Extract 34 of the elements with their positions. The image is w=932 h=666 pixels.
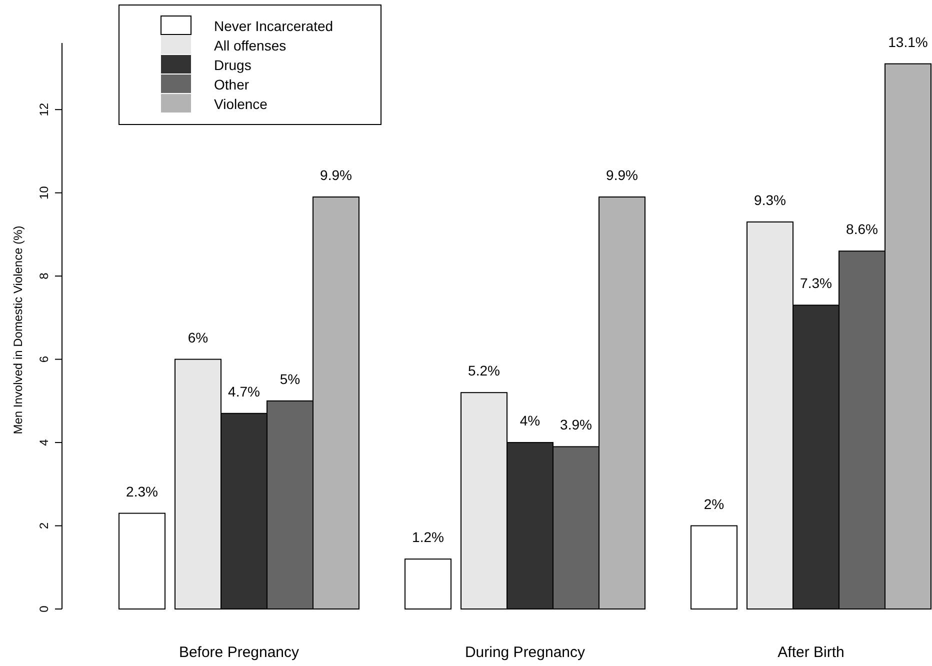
legend-label: All offenses bbox=[214, 37, 286, 54]
data-label: 5% bbox=[280, 370, 300, 387]
data-label: 13.1% bbox=[888, 34, 928, 50]
data-label: 9.9% bbox=[606, 166, 638, 183]
data-label: 4.7% bbox=[228, 383, 260, 400]
y-tick-label: 2 bbox=[37, 522, 51, 530]
data-label: 9.9% bbox=[320, 166, 352, 183]
y-tick-label: 12 bbox=[37, 102, 51, 116]
y-tick-label: 8 bbox=[37, 272, 51, 280]
y-tick-label: 10 bbox=[37, 186, 51, 200]
y-tick-label: 6 bbox=[37, 356, 51, 363]
legend-label: Never Incarcerated bbox=[214, 18, 334, 34]
y-tick-label: 4 bbox=[37, 438, 51, 446]
data-label: 5.2% bbox=[468, 362, 500, 379]
data-label: 2% bbox=[704, 496, 724, 512]
data-label: 7.3% bbox=[800, 275, 832, 292]
x-tick-label: During Pregnancy bbox=[464, 644, 586, 661]
y-axis-title: Men Involved in Domestic Violence (%) bbox=[11, 226, 25, 434]
data-label: 6% bbox=[188, 329, 208, 346]
data-label: 1.2% bbox=[412, 529, 444, 546]
data-label: 4% bbox=[520, 412, 540, 429]
x-tick-label: Before Pregnancy bbox=[178, 644, 300, 661]
data-label: 8.6% bbox=[846, 221, 878, 238]
y-tick-label: 0 bbox=[37, 605, 51, 612]
data-label: 9.3% bbox=[754, 192, 786, 208]
x-tick-label: After Birth bbox=[778, 644, 844, 661]
legend-label: Other bbox=[214, 76, 250, 92]
legend-label: Drugs bbox=[214, 56, 252, 73]
bar bbox=[690, 525, 738, 610]
bar bbox=[404, 558, 452, 610]
data-label: 2.3% bbox=[126, 483, 158, 500]
bar bbox=[118, 512, 166, 610]
data-label: 3.9% bbox=[560, 416, 592, 433]
legend-label: Violence bbox=[214, 96, 268, 112]
